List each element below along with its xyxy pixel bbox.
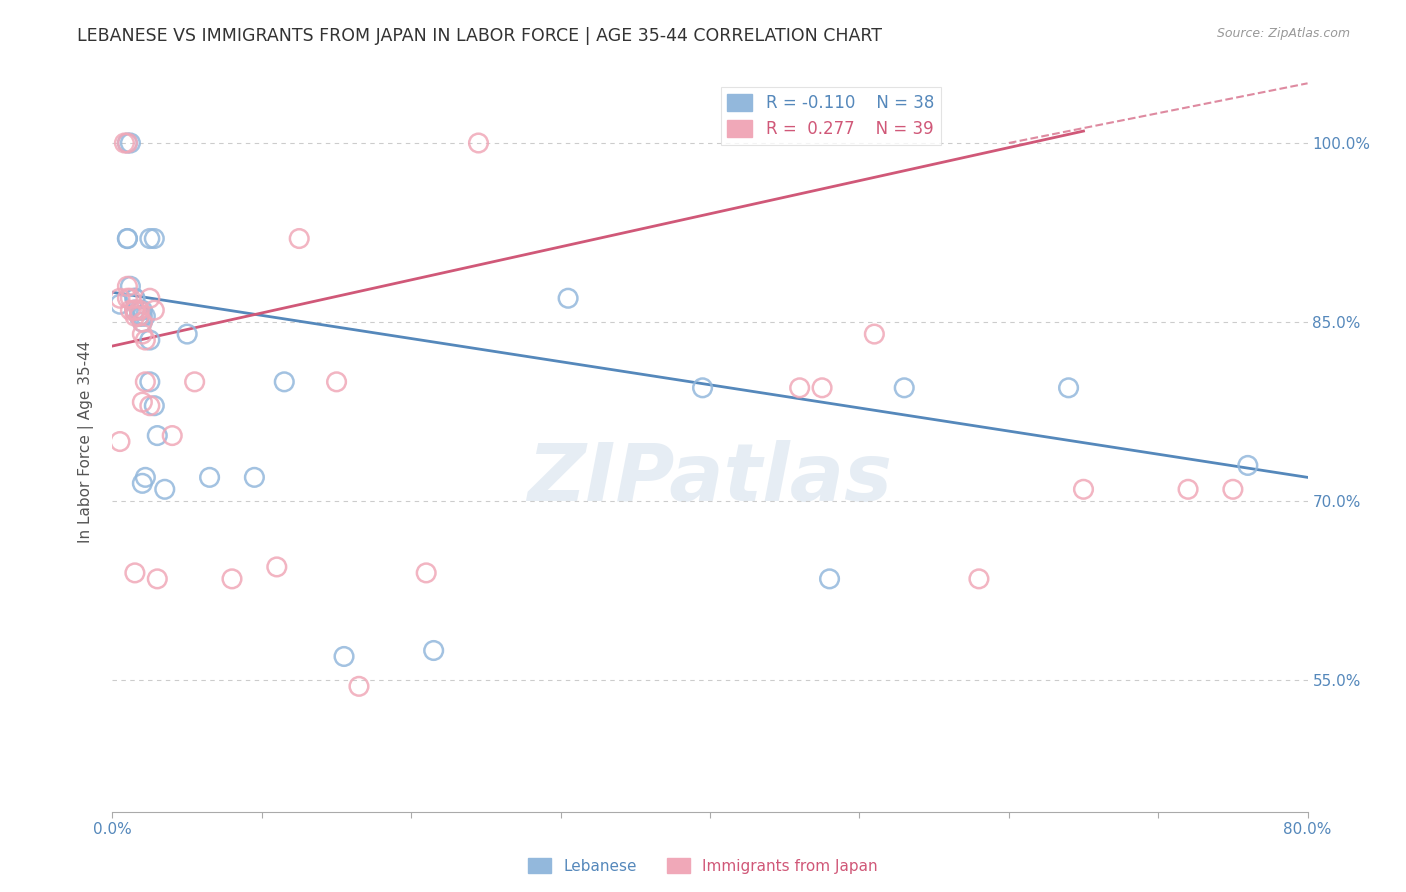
Point: [146, 428, 169, 442]
Point: [108, 434, 131, 449]
Point: [128, 309, 150, 323]
Point: [117, 136, 139, 150]
Point: [139, 291, 162, 305]
Text: ZIPatlas: ZIPatlas: [527, 440, 893, 517]
Point: [117, 136, 139, 150]
Point: [131, 476, 153, 491]
Point: [818, 572, 841, 586]
Point: [124, 303, 146, 318]
Point: [131, 395, 153, 409]
Point: [131, 327, 153, 342]
Point: [134, 309, 156, 323]
Point: [108, 297, 131, 311]
Point: [131, 303, 153, 318]
Point: [124, 566, 146, 580]
Point: [1057, 381, 1080, 395]
Point: [183, 375, 205, 389]
Point: [117, 231, 139, 245]
Legend: R = -0.110    N = 38, R =  0.277    N = 39: R = -0.110 N = 38, R = 0.277 N = 39: [721, 87, 941, 145]
Point: [139, 399, 162, 413]
Point: [120, 279, 142, 293]
Point: [863, 327, 886, 342]
Point: [415, 566, 437, 580]
Point: [153, 483, 176, 497]
Point: [131, 315, 153, 329]
Point: [1237, 458, 1260, 473]
Point: [243, 470, 266, 484]
Point: [422, 643, 444, 657]
Text: Source: ZipAtlas.com: Source: ZipAtlas.com: [1216, 27, 1350, 40]
Point: [114, 136, 135, 150]
Point: [347, 679, 370, 693]
Point: [139, 231, 162, 245]
Point: [124, 303, 146, 318]
Point: [273, 375, 295, 389]
Point: [143, 231, 166, 245]
Point: [124, 291, 146, 305]
Point: [146, 572, 169, 586]
Point: [131, 315, 153, 329]
Point: [124, 309, 146, 323]
Point: [1177, 483, 1199, 497]
Point: [120, 136, 142, 150]
Point: [128, 303, 150, 318]
Point: [162, 428, 183, 442]
Point: [789, 381, 811, 395]
Point: [143, 399, 166, 413]
Point: [124, 303, 146, 318]
Legend: Lebanese, Immigrants from Japan: Lebanese, Immigrants from Japan: [522, 852, 884, 880]
Point: [143, 303, 166, 318]
Point: [128, 309, 150, 323]
Point: [1222, 483, 1244, 497]
Point: [131, 309, 153, 323]
Point: [811, 381, 834, 395]
Point: [139, 375, 162, 389]
Point: [557, 291, 579, 305]
Point: [325, 375, 347, 389]
Point: [176, 327, 198, 342]
Point: [124, 303, 146, 318]
Point: [117, 231, 139, 245]
Point: [198, 470, 221, 484]
Point: [128, 303, 150, 318]
Point: [288, 231, 311, 245]
Point: [117, 291, 139, 305]
Point: [128, 309, 150, 323]
Point: [221, 572, 243, 586]
Point: [139, 333, 162, 347]
Point: [120, 291, 142, 305]
Point: [134, 333, 156, 347]
Point: [967, 572, 990, 586]
Point: [333, 649, 356, 664]
Point: [134, 375, 156, 389]
Point: [893, 381, 915, 395]
Point: [266, 560, 288, 574]
Point: [1073, 483, 1095, 497]
Point: [120, 303, 142, 318]
Y-axis label: In Labor Force | Age 35-44: In Labor Force | Age 35-44: [77, 341, 94, 542]
Point: [124, 291, 146, 305]
Point: [467, 136, 489, 150]
Point: [117, 279, 139, 293]
Point: [692, 381, 714, 395]
Point: [134, 470, 156, 484]
Point: [108, 291, 131, 305]
Text: LEBANESE VS IMMIGRANTS FROM JAPAN IN LABOR FORCE | AGE 35-44 CORRELATION CHART: LEBANESE VS IMMIGRANTS FROM JAPAN IN LAB…: [77, 27, 883, 45]
